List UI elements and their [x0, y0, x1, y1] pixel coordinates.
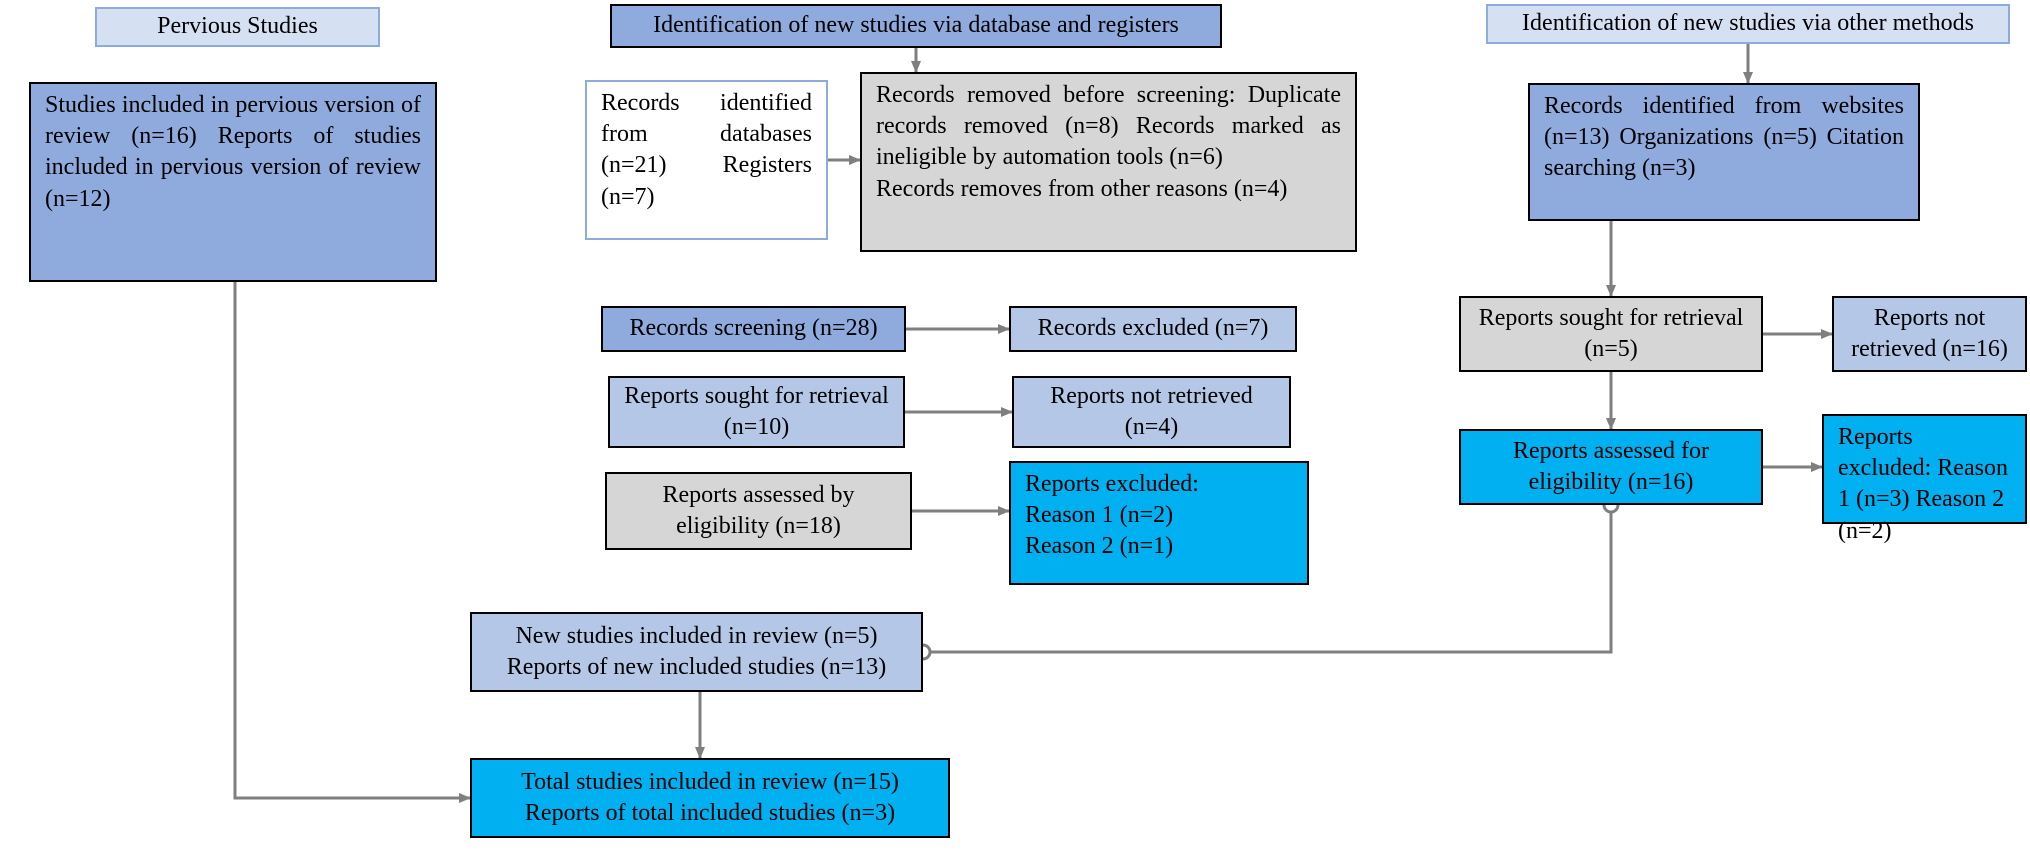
rec_removed: Records removed before screening: Duplic… — [860, 72, 1357, 252]
hdr_other: Identification of new studies via other … — [1486, 4, 2010, 44]
new_studies: New studies included in review (n=5) Rep… — [470, 612, 923, 692]
rep_excl_reasons: Reports excluded: Reason 1 (n=2) Reason … — [1009, 461, 1309, 585]
rep_notret2: Reports not retrieved (n=16) — [1832, 296, 2027, 372]
polyline — [235, 282, 470, 798]
rep_excl_reasons2: Reports excluded: Reason 1 (n=3) Reason … — [1822, 414, 2027, 524]
rep_notret: Reports not retrieved (n=4) — [1012, 376, 1291, 448]
rep_sought: Reports sought for retrieval (n=10) — [608, 376, 905, 448]
total_studies: Total studies included in review (n=15) … — [470, 758, 950, 838]
rec_id_other: Records identified from websites (n=13) … — [1528, 83, 1920, 221]
rec_screen: Records screening (n=28) — [601, 306, 906, 352]
rec_id_db: Records identified from databases (n=21)… — [585, 80, 828, 240]
prev_body: Studies included in pervious version of … — [29, 82, 437, 282]
rec_excl1: Records excluded (n=7) — [1009, 306, 1297, 352]
rep_assessed2: Reports assessed for eligibility (n=16) — [1459, 429, 1763, 505]
rep_assessed: Reports assessed by eligibility (n=18) — [605, 472, 912, 550]
rep_sought2: Reports sought for retrieval (n=5) — [1459, 296, 1763, 372]
hdr_db: Identification of new studies via databa… — [610, 4, 1222, 48]
hdr_prev: Pervious Studies — [95, 7, 380, 47]
